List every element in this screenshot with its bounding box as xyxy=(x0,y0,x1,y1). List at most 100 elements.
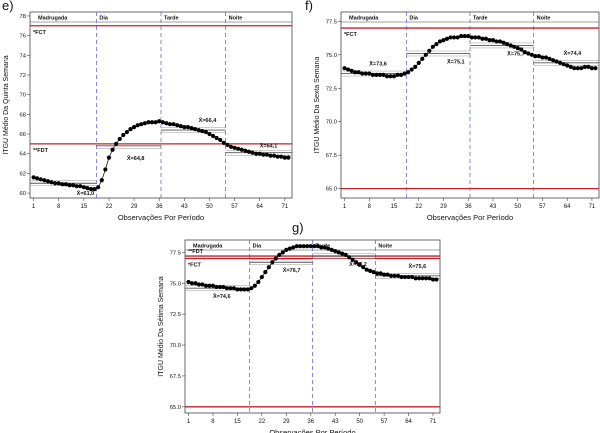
mean-label: X̄=64,8 xyxy=(127,155,145,162)
mean-label: X̄=75,7 xyxy=(507,51,525,58)
data-point xyxy=(406,70,411,75)
data-point xyxy=(193,281,198,286)
data-point xyxy=(476,35,481,40)
x-tick-label: 50 xyxy=(356,419,363,425)
data-point xyxy=(329,247,334,252)
y-tick-label: 77.5 xyxy=(170,250,181,256)
x-tick-label: 50 xyxy=(206,204,213,210)
y-tick-label: 76 xyxy=(20,34,26,40)
reference-line-label: **FDT xyxy=(33,148,49,154)
data-point xyxy=(448,35,453,40)
y-tick-label: 72.5 xyxy=(326,86,337,92)
data-point xyxy=(235,287,240,292)
data-point xyxy=(406,274,411,280)
data-point xyxy=(60,182,65,187)
data-point xyxy=(593,66,598,71)
data-point xyxy=(409,67,414,72)
data-point xyxy=(275,154,280,159)
data-point xyxy=(298,244,303,249)
data-point xyxy=(533,54,538,59)
data-point xyxy=(568,64,573,69)
y-tick-label: 75.0 xyxy=(326,53,337,59)
data-point xyxy=(384,74,390,79)
data-point xyxy=(575,66,580,71)
data-point xyxy=(399,274,404,280)
data-point xyxy=(45,179,51,184)
chart-panel-f: f) Madrugada Dia Tarde Noite *FCT X̄=73,6 X̄=75… xyxy=(305,0,600,222)
data-point xyxy=(377,72,382,77)
data-point xyxy=(487,38,492,43)
data-point xyxy=(536,54,542,59)
data-point xyxy=(81,185,86,190)
x-tick-label: 71 xyxy=(430,419,437,425)
data-point xyxy=(85,186,90,191)
data-point xyxy=(326,246,331,251)
data-point xyxy=(239,147,244,152)
data-point xyxy=(565,63,570,68)
data-point xyxy=(110,147,115,152)
data-point xyxy=(160,120,165,125)
y-tick-label: 65.0 xyxy=(170,405,181,411)
data-point xyxy=(441,38,446,43)
data-point xyxy=(371,270,376,275)
data-point xyxy=(437,39,443,44)
data-point xyxy=(189,126,194,131)
data-point xyxy=(49,180,54,185)
data-point xyxy=(490,38,496,43)
y-tick-label: 70.0 xyxy=(326,120,337,126)
data-point xyxy=(420,56,425,61)
data-point xyxy=(543,55,549,60)
data-point xyxy=(221,284,226,290)
y-tick-label: 68 xyxy=(20,112,26,118)
x-tick-label: 22 xyxy=(259,419,266,425)
data-point xyxy=(99,178,104,183)
mean-label: X̄=74,4 xyxy=(564,50,583,57)
data-point xyxy=(214,284,219,290)
data-point xyxy=(218,137,223,143)
data-point xyxy=(171,122,176,127)
data-point xyxy=(561,62,566,67)
x-tick-label: 22 xyxy=(415,204,422,210)
y-tick-label: 72.5 xyxy=(170,312,181,318)
data-point xyxy=(243,148,248,153)
data-point xyxy=(279,154,284,159)
data-point xyxy=(217,284,223,290)
data-point xyxy=(210,283,216,288)
period-label: Noite xyxy=(537,16,551,22)
data-point xyxy=(398,72,404,77)
data-point xyxy=(416,60,421,65)
data-point xyxy=(31,175,36,180)
y-axis-title: ITGU Médio Da Sétima Semana xyxy=(158,276,165,376)
y-tick-label: 60 xyxy=(20,191,26,197)
data-point xyxy=(186,279,191,285)
data-point xyxy=(364,267,369,272)
data-point xyxy=(286,155,291,160)
data-point xyxy=(63,182,68,187)
y-tick-label: 70 xyxy=(20,93,26,99)
mean-label: X̄=73,6 xyxy=(369,61,387,68)
data-point xyxy=(367,71,372,76)
data-point xyxy=(263,270,268,275)
x-tick-label: 57 xyxy=(539,204,546,210)
data-point xyxy=(434,42,439,47)
data-point xyxy=(196,127,201,133)
data-point xyxy=(350,257,355,262)
data-point xyxy=(308,244,313,249)
data-point xyxy=(196,282,202,287)
data-point xyxy=(53,181,58,186)
data-point xyxy=(413,276,418,281)
data-point xyxy=(236,146,241,151)
data-point xyxy=(322,245,327,250)
data-point xyxy=(409,274,415,280)
data-point xyxy=(268,153,273,158)
y-tick-label: 72 xyxy=(20,73,26,79)
x-tick-label: 29 xyxy=(440,204,447,210)
x-tick-label: 15 xyxy=(391,204,398,210)
data-point xyxy=(370,72,375,77)
data-point xyxy=(589,66,595,71)
data-point xyxy=(231,286,237,291)
data-point xyxy=(423,276,429,281)
panel-label: e) xyxy=(2,0,14,13)
x-tick-label: 36 xyxy=(307,419,314,425)
